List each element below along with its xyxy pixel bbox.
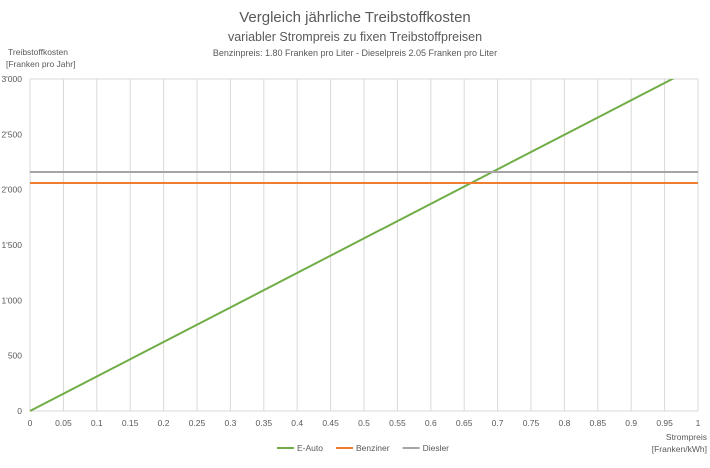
- legend-label: E-Auto: [297, 443, 323, 453]
- y-tick-label: 0: [17, 406, 22, 416]
- chart-subsubtitle: Benzinpreis: 1.80 Franken pro Liter - Di…: [213, 48, 497, 58]
- y-tick-label: 2'000: [1, 185, 22, 195]
- x-tick-label: 0.85: [590, 418, 607, 428]
- x-tick-label: 0.75: [523, 418, 540, 428]
- y-tick-label: 2'500: [1, 129, 22, 139]
- y-axis-label-line1: Treibstoffkosten: [8, 47, 68, 57]
- x-tick-label: 0.25: [189, 418, 206, 428]
- y-tick-label: 3'000: [1, 74, 22, 84]
- x-tick-label: 1: [696, 418, 701, 428]
- x-tick-label: 0: [28, 418, 33, 428]
- x-tick-label: 0.05: [55, 418, 72, 428]
- chart-title: Vergleich jährliche Treibstoffkosten: [239, 9, 471, 26]
- series-line-e-auto: [29, 79, 675, 412]
- y-axis-label-line2: [Franken pro Jahr]: [6, 59, 75, 69]
- x-tick-label: 0.3: [224, 418, 236, 428]
- x-tick-label: 0.7: [492, 418, 504, 428]
- x-tick-label: 0.9: [625, 418, 637, 428]
- x-axis-label-line2: [Franken/kWh]: [652, 444, 707, 454]
- y-tick-label: 500: [8, 351, 22, 361]
- x-tick-label: 0.95: [656, 418, 673, 428]
- x-tick-label: 0.4: [291, 418, 303, 428]
- x-tick-label: 0.15: [122, 418, 139, 428]
- x-tick-label: 0.1: [91, 418, 103, 428]
- y-tick-label: 1'500: [1, 240, 22, 250]
- x-tick-label: 0.55: [389, 418, 406, 428]
- chart-subtitle: variabler Strompreis zu fixen Treibstoff…: [228, 30, 482, 44]
- x-axis-label-line1: Strompreis: [666, 432, 707, 442]
- y-tick-label: 1'000: [1, 295, 22, 305]
- x-tick-label: 0.35: [256, 418, 273, 428]
- x-tick-label: 0.65: [456, 418, 473, 428]
- x-tick-label: 0.5: [358, 418, 370, 428]
- legend-label: Diesler: [423, 443, 450, 453]
- legend-label: Benziner: [356, 443, 390, 453]
- x-tick-label: 0.45: [322, 418, 339, 428]
- x-tick-label: 0.8: [558, 418, 570, 428]
- x-tick-label: 0.6: [425, 418, 437, 428]
- x-tick-label: 0.2: [158, 418, 170, 428]
